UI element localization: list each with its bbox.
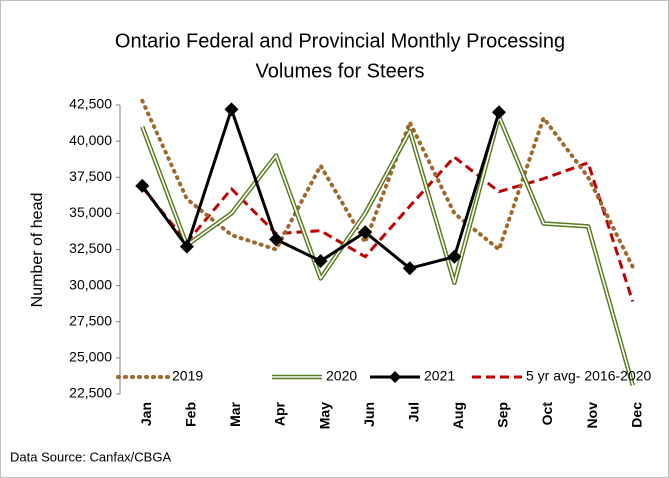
- x-tick-label: Mar: [227, 401, 243, 426]
- legend-label: 2021: [424, 368, 455, 384]
- y-tick-label: 35,000: [69, 204, 112, 220]
- y-tick-label: 37,500: [69, 168, 112, 184]
- source-note: Data Source: Canfax/CBGA: [10, 449, 171, 464]
- legend-label: 5 yr avg- 2016-2020: [526, 368, 652, 384]
- chart-title: Ontario Federal and Provincial Monthly P…: [115, 30, 565, 52]
- marker: [224, 102, 239, 117]
- chart-title: Volumes for Steers: [256, 60, 425, 82]
- x-tick-label: Aug: [450, 402, 466, 429]
- y-tick-label: 32,500: [69, 240, 112, 256]
- marker: [313, 254, 328, 269]
- series-line: [141, 155, 635, 302]
- x-tick-label: Nov: [584, 402, 600, 429]
- x-tick-label: May: [316, 402, 332, 429]
- y-tick-label: 22,500: [69, 385, 112, 401]
- marker: [269, 232, 284, 247]
- x-tick-label: Jan: [138, 402, 154, 426]
- x-tick-label: Sep: [495, 402, 511, 428]
- series-line: [141, 115, 634, 386]
- x-tick-label: Jul: [405, 402, 421, 422]
- marker: [491, 105, 506, 120]
- series-line: [140, 98, 635, 269]
- marker: [179, 239, 194, 254]
- marker: [447, 249, 462, 264]
- y-tick-label: 42,500: [69, 96, 112, 112]
- y-axis-label: Number of head: [29, 193, 46, 308]
- y-tick-label: 25,000: [69, 349, 112, 365]
- legend-label: 2019: [172, 368, 203, 384]
- marker: [135, 178, 150, 193]
- x-tick-label: Feb: [183, 402, 199, 427]
- legend-label: 2020: [326, 368, 357, 384]
- marker: [358, 225, 373, 240]
- x-tick-label: Apr: [272, 401, 288, 426]
- marker: [402, 261, 417, 276]
- x-tick-label: Jun: [361, 402, 377, 427]
- y-tick-label: 40,000: [69, 132, 112, 148]
- x-tick-label: Oct: [539, 402, 555, 426]
- y-tick-label: 27,500: [69, 312, 112, 328]
- legend-marker: [389, 371, 401, 383]
- y-tick-label: 30,000: [69, 276, 112, 292]
- x-tick-label: Dec: [628, 402, 644, 428]
